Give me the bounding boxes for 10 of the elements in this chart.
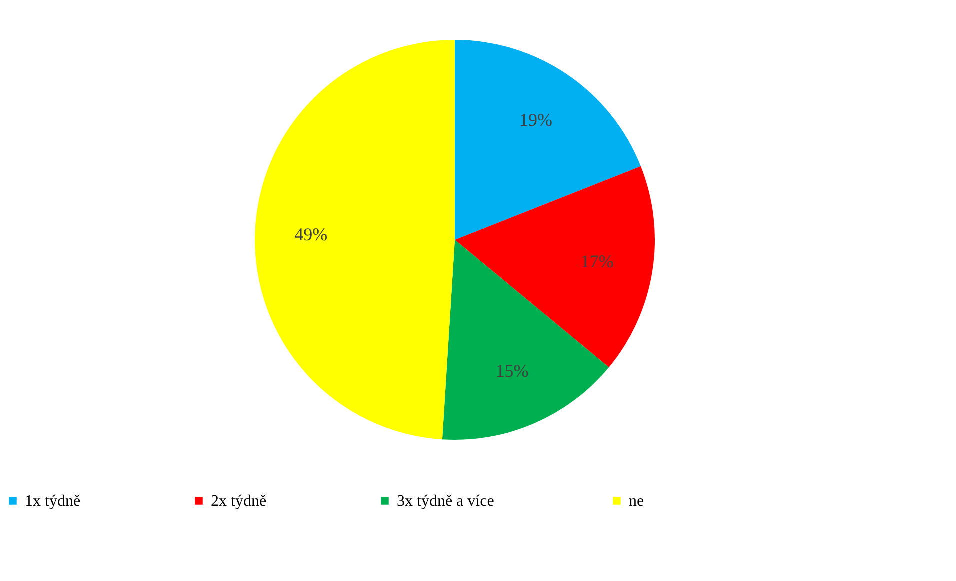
pie-slice xyxy=(255,40,455,440)
legend-label: 3x týdně a více xyxy=(397,493,494,510)
legend-label: ne xyxy=(629,493,644,510)
pie-slice xyxy=(455,40,641,240)
data-label: 49% xyxy=(294,224,328,244)
legend-label: 1x týdně xyxy=(25,493,81,510)
legend-label: 2x týdně xyxy=(211,493,267,510)
data-label: 17% xyxy=(580,252,614,272)
data-label: 15% xyxy=(496,361,529,382)
data-label: 19% xyxy=(519,110,552,130)
